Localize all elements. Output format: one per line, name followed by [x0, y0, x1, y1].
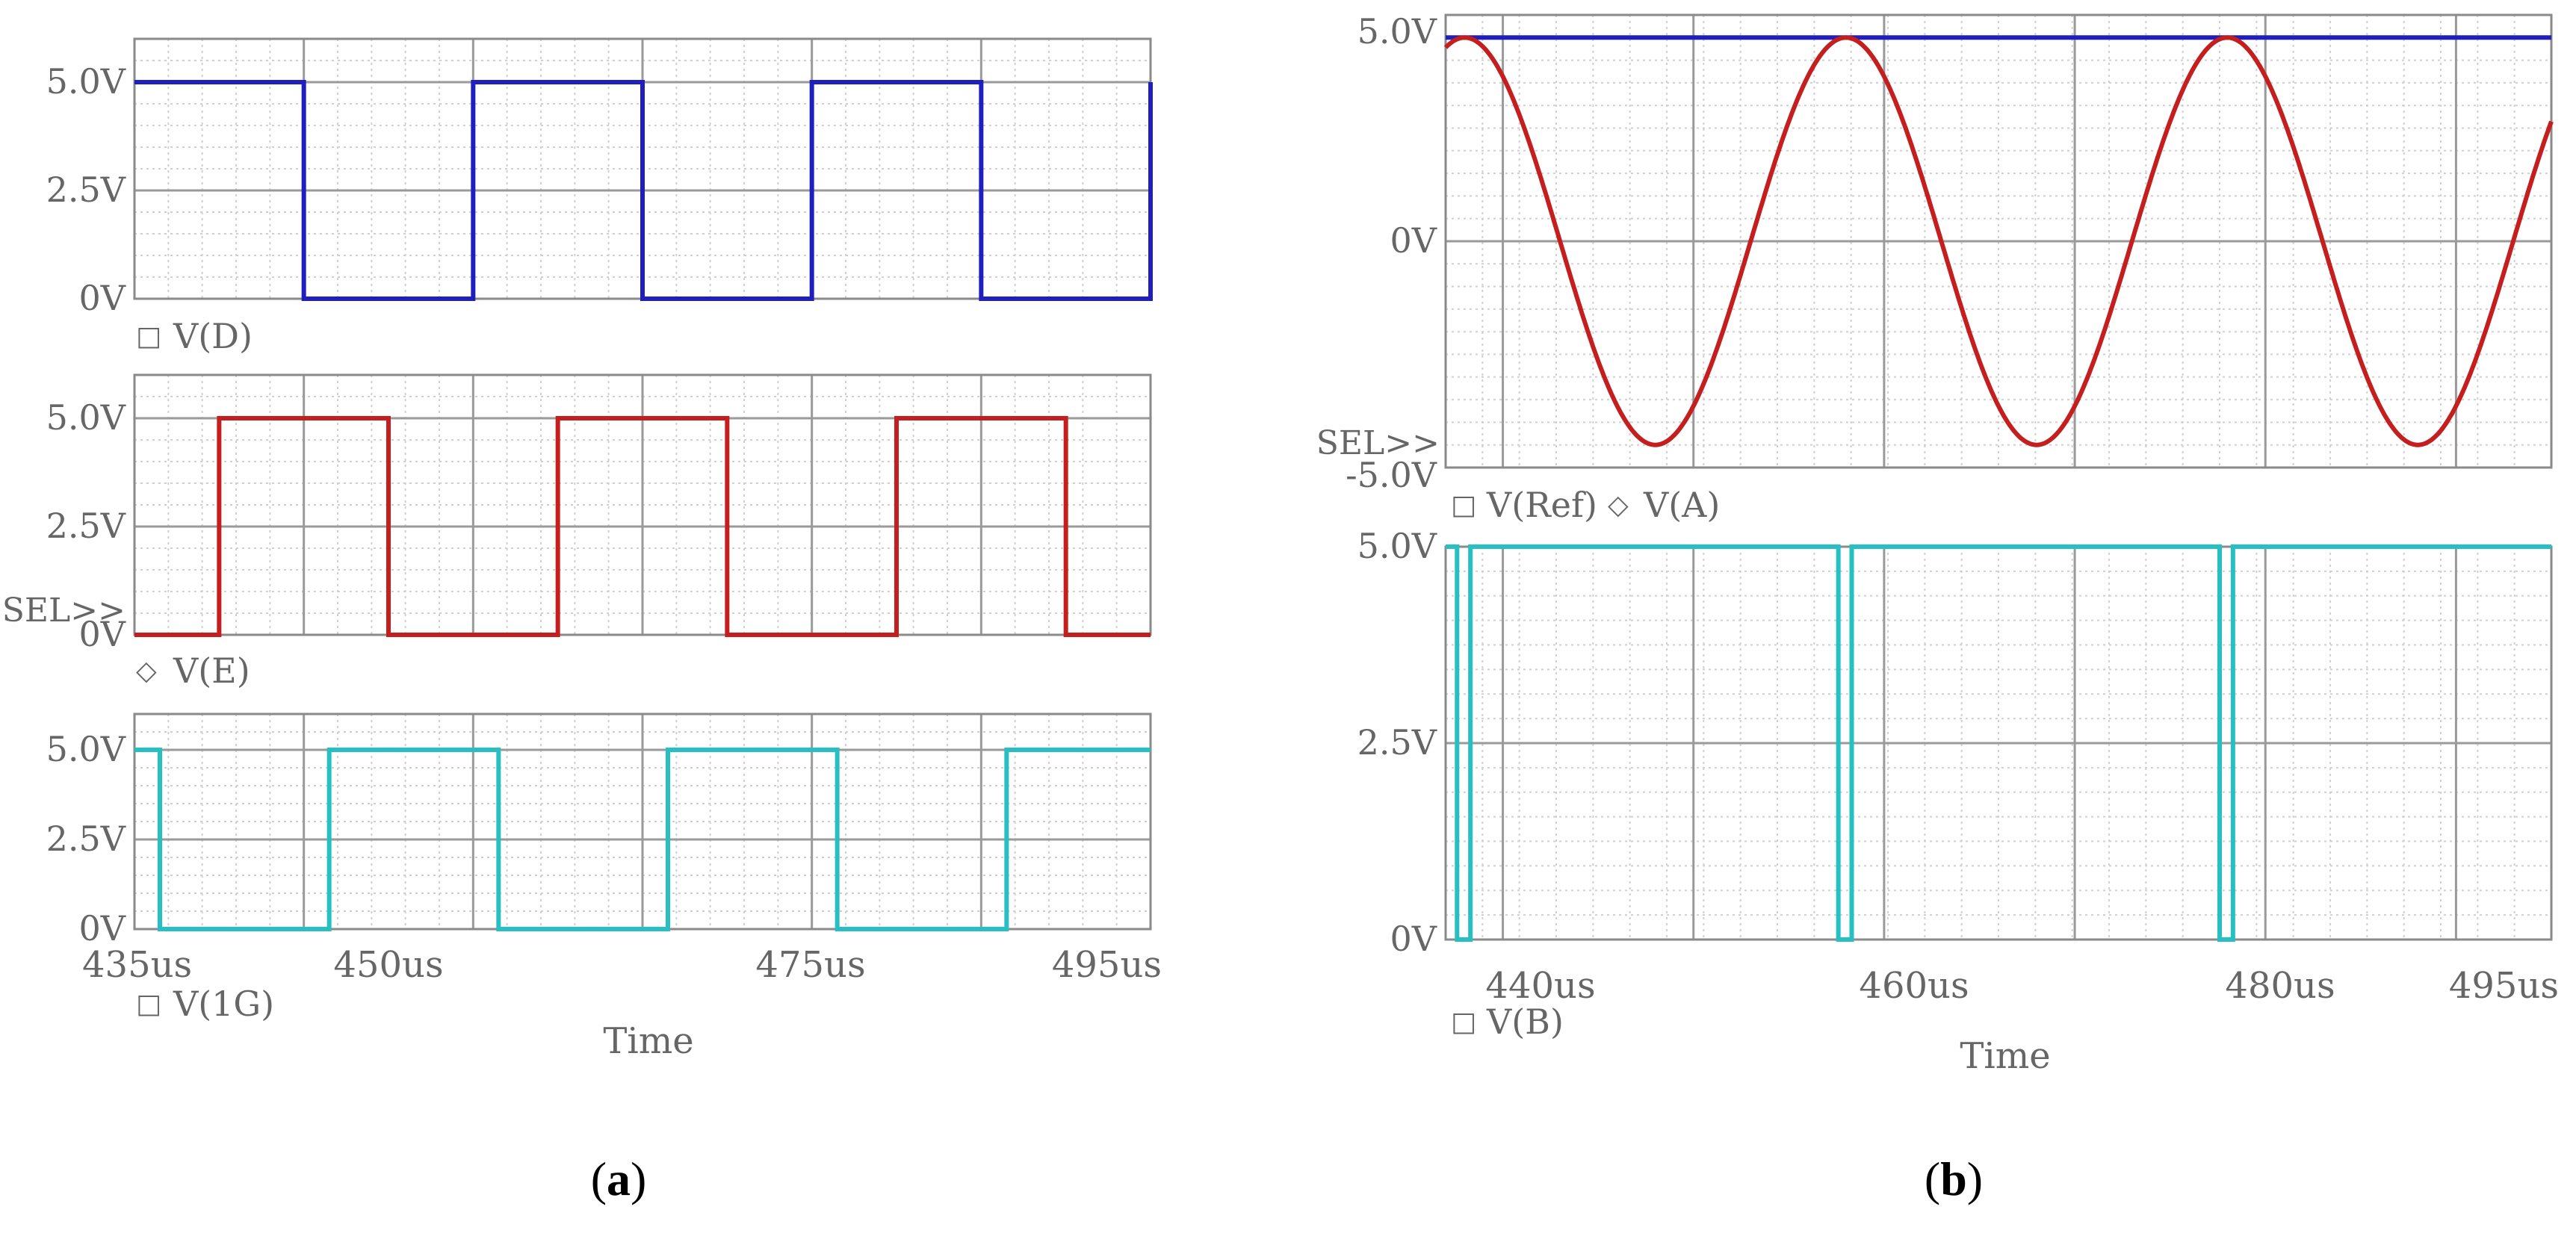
- sel-marker: SEL>>: [2, 592, 126, 630]
- y-tick-label: 5.0V: [46, 729, 126, 769]
- legend-label: V(E): [173, 651, 250, 691]
- y-tick-label: 0V: [79, 278, 126, 318]
- series-line-ve: [134, 416, 1151, 637]
- plot-frame: [1444, 13, 2553, 469]
- plot-frame: [133, 373, 1152, 636]
- y-tick-label: 5.0V: [1357, 11, 1437, 52]
- y-tick-label: 0V: [1390, 919, 1437, 959]
- y-tick-label: -5.0V: [1346, 455, 1437, 495]
- y-tick-label: 0V: [1390, 220, 1437, 261]
- y-tick-label: 2.5V: [46, 170, 126, 210]
- y-tick-label: 5.0V: [1357, 526, 1437, 566]
- legend-label: V(Ref): [1486, 485, 1597, 525]
- legend-marker: □: [1451, 490, 1476, 521]
- series-line-vd: [134, 80, 1153, 301]
- series-line-vb: [1446, 544, 2551, 942]
- y-tick-label: 0V: [79, 614, 126, 654]
- sel-marker: SEL>>: [1316, 424, 1440, 462]
- frame-layer: [133, 13, 2553, 941]
- x-tick-label: 440us: [1485, 965, 1595, 1007]
- x-tick-label: 495us: [1052, 944, 1162, 986]
- series-line-va: [1443, 35, 2554, 447]
- x-axis-label: Time: [1960, 1035, 2050, 1077]
- y-tick-label: 2.5V: [46, 819, 126, 859]
- x-tick-label: 480us: [2225, 965, 2335, 1007]
- x-tick-label: 435us: [82, 944, 192, 986]
- series-layer: [134, 35, 2554, 942]
- legend-label: V(A): [1643, 485, 1720, 525]
- panel-a-caption: (a): [591, 1152, 647, 1205]
- panel-b-caption: (b): [1925, 1152, 1983, 1205]
- legend-marker: □: [136, 989, 161, 1019]
- legend-label: V(1G): [173, 984, 274, 1024]
- legend-label: V(B): [1486, 1002, 1564, 1042]
- legend-marker: ◇: [1608, 490, 1629, 521]
- legend-marker: □: [1451, 1007, 1476, 1037]
- x-tick-label: 475us: [755, 944, 865, 986]
- y-tick-label: 2.5V: [1357, 722, 1437, 763]
- x-tick-label: 450us: [333, 944, 443, 986]
- legend-marker: ◇: [136, 656, 157, 686]
- y-tick-label: 5.0V: [46, 397, 126, 438]
- y-tick-label: 0V: [79, 908, 126, 949]
- legend-marker: □: [136, 321, 161, 352]
- series-line-v1g: [134, 748, 1151, 931]
- x-tick-label: 495us: [2449, 965, 2559, 1007]
- legend-label: V(D): [173, 316, 253, 356]
- x-axis-label: Time: [603, 1020, 693, 1062]
- y-tick-label: 5.0V: [46, 61, 126, 102]
- x-tick-label: 460us: [1859, 965, 1969, 1007]
- y-tick-label: 2.5V: [46, 506, 126, 546]
